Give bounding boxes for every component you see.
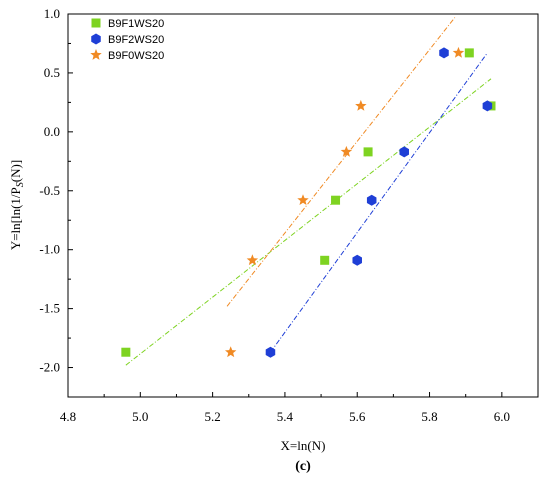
fit-line-b9f1ws20 xyxy=(125,78,492,366)
point-b9f2ws20 xyxy=(482,100,493,112)
point-b9f1ws20 xyxy=(464,48,474,58)
legend-marker-b9f2ws20 xyxy=(91,33,101,45)
point-b9f1ws20 xyxy=(363,147,373,157)
fit-lines xyxy=(125,17,492,366)
point-b9f1ws20 xyxy=(331,195,341,205)
legend-marker-b9f0ws20 xyxy=(90,49,102,60)
y-axis-title-end: (N)] xyxy=(8,160,23,182)
point-b9f2ws20 xyxy=(399,146,409,158)
y-axis: -2.0 -1.5 -1.0 -0.5 0.0 0.5 1.0 xyxy=(39,6,73,375)
figure-caption: (c) xyxy=(295,459,311,474)
y-axis-title-sub: S xyxy=(15,182,26,187)
point-b9f0ws20 xyxy=(452,46,465,58)
point-b9f2ws20 xyxy=(366,194,377,206)
point-b9f2ws20 xyxy=(265,346,276,358)
y-tick-label: 0.5 xyxy=(44,65,60,80)
y-axis-title: Y=ln[ln(1/PS(N)] xyxy=(8,160,26,250)
x-axis: 4.8 5.0 5.2 5.4 5.6 5.8 6.0 xyxy=(60,392,510,424)
y-tick-label: -1.0 xyxy=(39,242,60,257)
point-b9f0ws20 xyxy=(297,194,309,206)
point-b9f0ws20 xyxy=(246,254,259,266)
legend-label-b9f1ws20: B9F1WS20 xyxy=(108,18,164,30)
point-b9f0ws20 xyxy=(340,145,353,157)
plot-frame xyxy=(67,13,539,398)
x-tick-label: 5.6 xyxy=(349,409,366,424)
y-tick-label: 0.0 xyxy=(44,124,60,139)
y-tick-label: -1.5 xyxy=(39,301,60,316)
point-b9f0ws20 xyxy=(224,346,237,358)
x-axis-title: X=ln(N) xyxy=(281,438,326,453)
legend-label-b9f0ws20: B9F0WS20 xyxy=(108,50,164,62)
x-tick-label: 5.2 xyxy=(204,409,220,424)
x-tick-label: 5.4 xyxy=(277,409,294,424)
point-b9f2ws20 xyxy=(352,254,362,266)
y-axis-title-main: Y=ln[ln(1/P xyxy=(8,187,23,250)
legend: B9F1WS20 B9F2WS20 B9F0WS20 xyxy=(90,18,164,62)
fit-line-b9f2ws20 xyxy=(270,52,488,353)
point-b9f0ws20 xyxy=(355,99,367,111)
point-b9f1ws20 xyxy=(121,347,131,357)
x-tick-label: 5.8 xyxy=(421,409,437,424)
point-b9f1ws20 xyxy=(320,255,330,265)
point-b9f2ws20 xyxy=(439,47,449,59)
fit-line-b9f0ws20 xyxy=(226,17,456,307)
data-points xyxy=(121,46,496,358)
legend-marker-b9f1ws20 xyxy=(91,18,101,28)
y-tick-label: -2.0 xyxy=(39,360,60,375)
legend-label-b9f2ws20: B9F2WS20 xyxy=(108,34,164,46)
y-tick-label: 1.0 xyxy=(44,6,60,21)
y-tick-label: -0.5 xyxy=(39,183,60,198)
x-tick-label: 6.0 xyxy=(494,409,510,424)
x-tick-label: 4.8 xyxy=(60,409,76,424)
x-tick-label: 5.0 xyxy=(132,409,148,424)
